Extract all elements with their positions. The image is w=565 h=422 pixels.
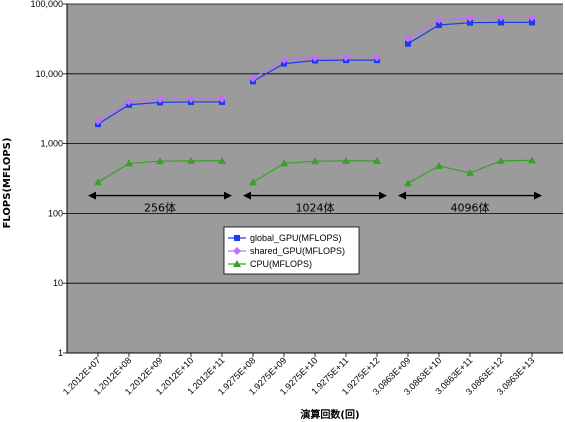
data-point-diamond (187, 95, 195, 104)
legend-marker (233, 247, 241, 255)
data-point-triangle (342, 156, 350, 164)
data-point-diamond (497, 13, 505, 22)
data-point-triangle (497, 156, 505, 164)
data-point-diamond (156, 95, 164, 104)
y-tick-label: 100,000 (30, 0, 63, 9)
legend-marker (233, 260, 241, 267)
legend-label: global_GPU(MFLOPS) (250, 233, 342, 243)
legend-box (223, 226, 360, 275)
data-point-triangle (404, 179, 412, 187)
legend: global_GPU(MFLOPS) shared_GPU(MFLOPS) CPU(… (223, 226, 360, 275)
data-point-diamond (218, 95, 226, 104)
y-tick-label: 100 (48, 208, 63, 218)
data-point-triangle (466, 168, 474, 176)
legend-label: shared_GPU(MFLOPS) (250, 246, 345, 256)
group-label: 256体 (144, 201, 176, 215)
y-tick-label: 10,000 (35, 69, 63, 79)
data-point-diamond (373, 53, 381, 62)
group-annotations: 256体 1024体 4096体 (88, 191, 542, 215)
data-point-diamond (466, 14, 474, 23)
data-point-triangle (187, 156, 195, 164)
y-axis-title: FLOPS(MFLOPS) (2, 138, 13, 229)
y-tick-labels: 1 10 100 1,000 10,000 100,000 (30, 0, 63, 358)
data-point-square (467, 19, 473, 26)
y-tick-label: 10 (53, 278, 63, 288)
data-point-triangle (311, 157, 319, 165)
data-point-triangle (125, 159, 133, 167)
data-point-diamond (311, 53, 319, 62)
data-point-triangle (218, 156, 226, 164)
data-point-triangle (156, 157, 164, 165)
data-point-triangle (528, 156, 536, 164)
data-point-triangle (435, 161, 443, 169)
group-label: 4096体 (451, 201, 490, 215)
y-tick-label: 1,000 (40, 139, 63, 149)
data-point-square (405, 40, 411, 47)
data-point-diamond (435, 15, 443, 24)
group-label: 1024体 (296, 201, 335, 215)
data-point-diamond (280, 55, 288, 64)
data-point-diamond (125, 97, 133, 106)
data-point-triangle (280, 159, 288, 167)
data-point-triangle (94, 178, 102, 186)
x-axis-title: 演算回数(回) (300, 408, 359, 421)
data-point-diamond (94, 117, 102, 126)
data-point-square (498, 19, 504, 26)
y-tick-label: 1 (58, 348, 63, 358)
x-tick-labels: 1.2012E+071.2012E+081.2012E+091.2012E+10… (61, 353, 536, 397)
legend-label: CPU(MFLOPS) (250, 259, 312, 269)
data-point-triangle (249, 178, 257, 186)
data-point-square (529, 19, 535, 26)
data-point-diamond (404, 34, 412, 43)
data-point-diamond (342, 53, 350, 62)
data-point-diamond (528, 13, 536, 22)
series-lines (94, 13, 536, 187)
data-point-diamond (249, 74, 257, 83)
data-point-triangle (373, 156, 381, 164)
data-point-square (436, 22, 442, 29)
legend-marker (234, 235, 240, 241)
